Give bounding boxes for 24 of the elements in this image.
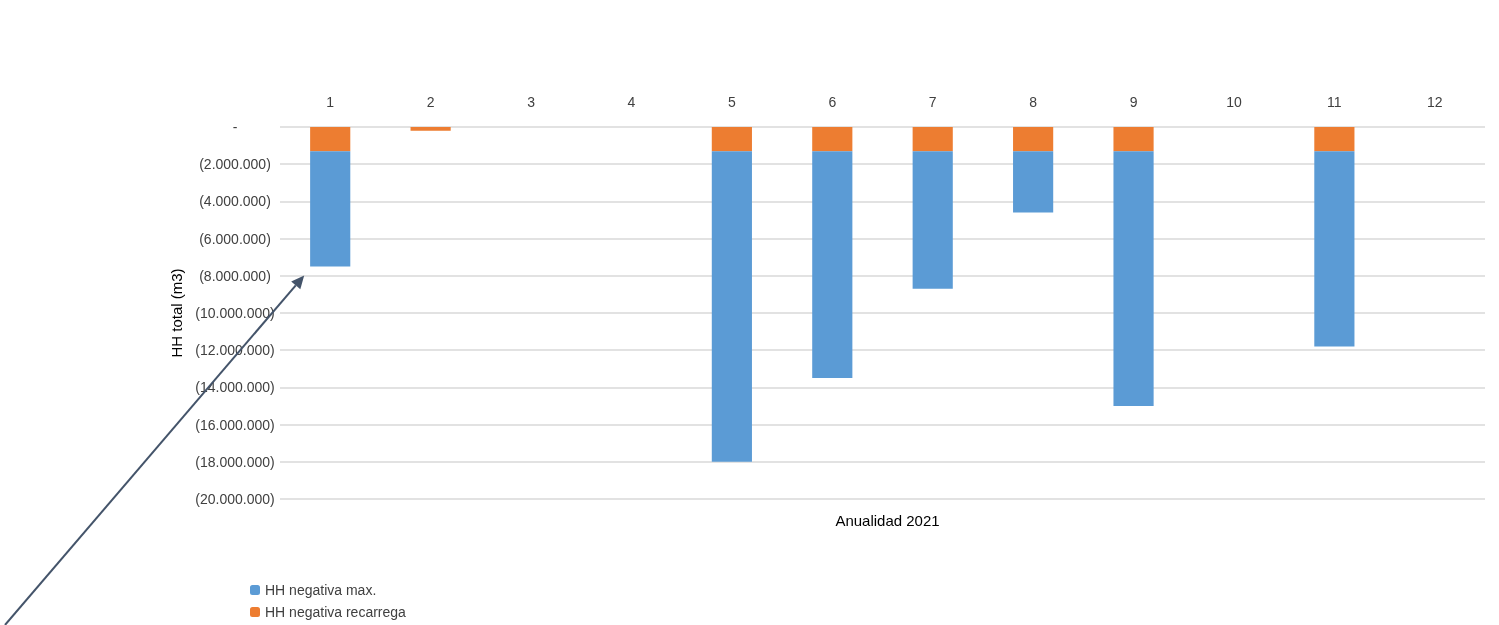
y-tick-label: (8.000.000) xyxy=(199,267,271,284)
legend-label: HH negativa max. xyxy=(265,582,377,598)
x-tick-label: 12 xyxy=(1427,94,1443,110)
x-tick-label: 11 xyxy=(1327,94,1342,110)
y-tick-label: (18.000.000) xyxy=(195,453,275,470)
x-tick-label: 7 xyxy=(928,94,937,110)
y-tick-label: - xyxy=(232,119,238,135)
x-tick-label: 10 xyxy=(1226,94,1242,110)
x-tick-label: 2 xyxy=(426,94,435,110)
x-axis-title: Anualidad 2021 xyxy=(835,512,940,529)
x-tick-label: 4 xyxy=(627,94,636,110)
legend-label: HH negativa recarrega xyxy=(265,604,407,620)
x-tick-label: 6 xyxy=(828,94,837,110)
y-tick-label: (2.000.000) xyxy=(199,156,271,173)
y-axis-title: HH total (m3) xyxy=(168,268,186,358)
x-tick-label: 5 xyxy=(727,94,736,110)
x-tick-label: 8 xyxy=(1029,94,1038,110)
y-tick-label: (16.000.000) xyxy=(195,416,275,433)
x-tick-label: 1 xyxy=(326,94,335,110)
y-tick-label: (6.000.000) xyxy=(199,230,271,247)
y-tick-label: (4.000.000) xyxy=(199,193,271,210)
x-tick-label: 9 xyxy=(1129,94,1138,110)
x-tick-label: 3 xyxy=(527,94,536,110)
y-tick-label: (20.000.000) xyxy=(195,491,275,507)
